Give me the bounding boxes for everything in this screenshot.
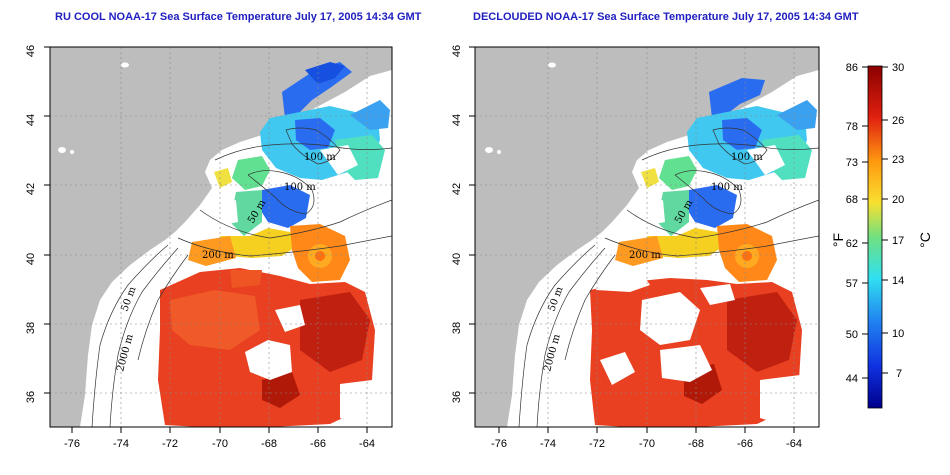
left-lat-tick-46: 46: [25, 45, 37, 57]
right-contour-label-200: 200 m: [629, 250, 661, 261]
left-map-frame: [49, 46, 393, 428]
right-lat-tick-42: 42: [451, 183, 463, 195]
right-lat-tick-36: 36: [451, 391, 463, 403]
colorbar-f-tick-68: 68: [846, 194, 858, 206]
right-lat-tick-38: 38: [451, 322, 463, 334]
right-contour-label-100b: 100 m: [711, 182, 743, 193]
left-contour-label-100a: 100 m: [304, 152, 336, 163]
right-lon-tick-68: -68: [688, 438, 704, 450]
colorbar-c-tick-23: 23: [892, 154, 904, 166]
left-lat-tick-38: 38: [25, 322, 37, 334]
left-lat-tick-42: 42: [25, 183, 37, 195]
right-lon-tick-70: -70: [639, 438, 655, 450]
left-lat-tick-36: 36: [25, 391, 37, 403]
colorbar-c-tick-10: 10: [892, 328, 904, 340]
left-land: [50, 47, 392, 427]
right-lon-tick-76: -76: [491, 438, 507, 450]
colorbar-celsius-label: °C: [917, 232, 933, 248]
colorbar-c-tick-30: 30: [892, 62, 904, 74]
right-lon-tick-74: -74: [540, 438, 556, 450]
colorbar-fahrenheit-label: °F: [830, 233, 846, 247]
right-map-title: DECLOUDED NOAA-17 Sea Surface Temperatur…: [473, 11, 859, 23]
left-map-title: RU COOL NOAA-17 Sea Surface Temperature …: [55, 11, 422, 23]
right-lat-tick-46: 46: [451, 45, 463, 57]
left-contour-label-100b: 100 m: [284, 182, 316, 193]
colorbar-c-tick-7: 7: [896, 368, 902, 380]
right-lon-tick-72: -72: [589, 438, 605, 450]
left-lon-tick-66: -66: [310, 438, 326, 450]
left-lon-tick-74: -74: [113, 438, 129, 450]
colorbar-f-tick-86: 86: [846, 62, 858, 74]
left-lon-tick-68: -68: [261, 438, 277, 450]
colorbar-c-tick-14: 14: [892, 275, 904, 287]
colorbar-f-tick-50: 50: [846, 329, 858, 341]
colorbar-f-tick-44: 44: [846, 373, 858, 385]
colorbar-f-tick-62: 62: [846, 238, 858, 250]
left-contour-label-200: 200 m: [202, 250, 234, 261]
left-lon-tick-72: -72: [162, 438, 178, 450]
left-map: 100 m 100 m 50 m 200 m 50 m 2000 m: [25, 45, 393, 450]
colorbar: 86 78 73 68 62 57 50 44 30 26 23 20 17 1…: [830, 62, 933, 409]
left-lat-tick-44: 44: [25, 114, 37, 126]
right-map: 100 m 100 m 50 m 200 m 50 m 2000 m: [451, 45, 820, 450]
colorbar-f-tick-78: 78: [846, 121, 858, 133]
colorbar-c-tick-26: 26: [892, 115, 904, 127]
colorbar-f-tick-73: 73: [846, 157, 858, 169]
right-land: [475, 47, 819, 427]
right-lat-tick-40: 40: [451, 253, 463, 265]
right-lon-tick-64: -64: [786, 438, 802, 450]
left-lon-tick-70: -70: [212, 438, 228, 450]
left-lon-tick-64: -64: [359, 438, 375, 450]
left-lat-tick-40: 40: [25, 253, 37, 265]
colorbar-c-tick-17: 17: [892, 235, 904, 247]
colorbar-gradient: [867, 65, 883, 409]
right-lon-tick-66: -66: [737, 438, 753, 450]
right-lat-tick-44: 44: [451, 114, 463, 126]
colorbar-f-tick-57: 57: [846, 278, 858, 290]
colorbar-c-tick-20: 20: [892, 194, 904, 206]
right-contour-label-100a: 100 m: [731, 152, 763, 163]
left-lon-tick-76: -76: [64, 438, 80, 450]
